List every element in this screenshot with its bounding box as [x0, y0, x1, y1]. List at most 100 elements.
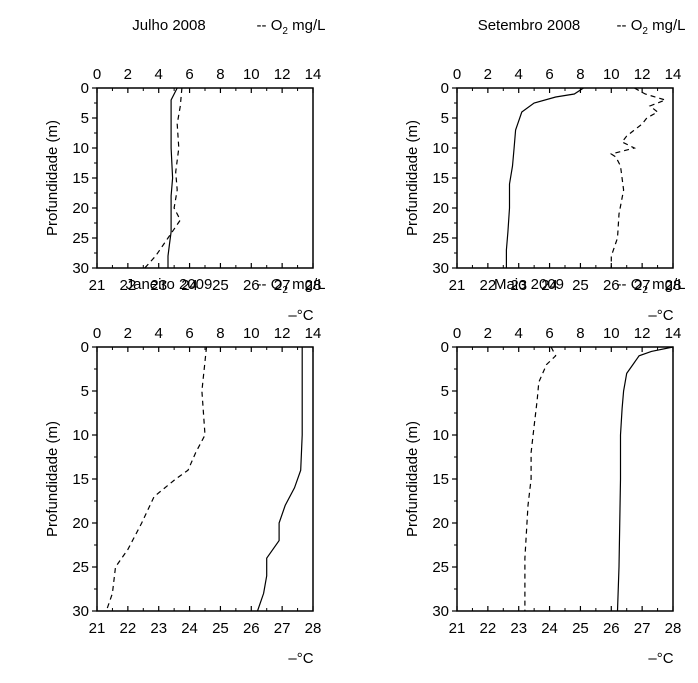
y-axis-tick-label: 15 [72, 471, 89, 488]
plot-frame [456, 346, 674, 612]
temperature-legend: –°C [288, 650, 313, 667]
bottom-axis-tick-label: 25 [572, 620, 589, 637]
top-axis-tick-label: 4 [515, 325, 523, 342]
y-axis-label: Profundidade (m) [404, 421, 421, 537]
top-axis-tick-label: 4 [515, 66, 523, 83]
temperature-profile-line [256, 347, 303, 612]
top-axis-tick-label: 10 [603, 325, 620, 342]
bottom-axis-tick-label: 28 [665, 620, 682, 637]
oxygen-profile-line [524, 346, 557, 611]
o2-legend: -- O2 mg/L [257, 276, 326, 296]
bottom-axis-tick-label: 25 [212, 277, 229, 294]
y-axis-tick-label: 10 [432, 427, 449, 444]
bottom-axis-tick-label: 22 [480, 620, 497, 637]
top-axis-tick-label: 10 [603, 66, 620, 83]
top-axis-tick-label: 8 [216, 66, 224, 83]
bottom-axis-tick-label: 22 [120, 620, 137, 637]
y-axis-tick-label: 15 [432, 471, 449, 488]
bottom-axis-tick-label: 26 [603, 620, 620, 637]
bottom-axis-tick-label: 23 [150, 277, 167, 294]
y-axis-tick-label: 20 [432, 200, 449, 217]
plot-frame [96, 87, 314, 269]
top-axis-tick-label: 0 [453, 325, 461, 342]
bottom-axis-tick-label: 28 [305, 277, 322, 294]
y-axis-tick-label: 15 [72, 170, 89, 187]
y-axis-tick-label: 5 [441, 110, 449, 127]
temperature-legend: –°C [648, 650, 673, 667]
top-axis-tick-label: 0 [93, 325, 101, 342]
y-axis-tick-label: 20 [432, 515, 449, 532]
y-axis-label: Profundidade (m) [44, 421, 61, 537]
top-axis-tick-label: 6 [185, 325, 193, 342]
y-axis-tick-label: 25 [432, 230, 449, 247]
y-axis-tick-label: 25 [432, 559, 449, 576]
bottom-axis-tick-label: 24 [181, 277, 198, 294]
top-axis-tick-label: 8 [216, 325, 224, 342]
o2-legend: -- O2 mg/L [257, 17, 326, 37]
temperature-profile-line [616, 346, 674, 612]
y-axis-tick-label: 30 [432, 260, 449, 277]
bottom-axis-tick-label: 26 [243, 620, 260, 637]
y-axis-tick-label: 30 [72, 603, 89, 620]
bottom-axis-tick-label: 22 [120, 277, 137, 294]
y-axis-tick-label: 5 [441, 383, 449, 400]
bottom-axis-tick-label: 21 [449, 277, 466, 294]
bottom-axis-tick-label: 27 [274, 620, 291, 637]
y-axis-tick-label: 0 [81, 339, 89, 356]
y-axis-tick-label: 15 [432, 170, 449, 187]
panel-title: Julho 2008 [132, 17, 205, 34]
y-axis-tick-label: 0 [441, 80, 449, 97]
y-axis-tick-label: 5 [81, 110, 89, 127]
top-axis-tick-label: 8 [576, 325, 584, 342]
temperature-legend: –°C [288, 307, 313, 324]
y-axis-tick-label: 0 [81, 80, 89, 97]
top-axis-tick-label: 8 [576, 66, 584, 83]
y-axis-tick-label: 25 [72, 559, 89, 576]
y-axis-tick-label: 10 [432, 140, 449, 157]
top-axis-tick-label: 10 [243, 325, 260, 342]
bottom-axis-tick-label: 27 [274, 277, 291, 294]
panel-title: Setembro 2008 [478, 17, 581, 34]
y-axis-tick-label: 30 [432, 603, 449, 620]
top-axis-tick-label: 6 [545, 66, 553, 83]
y-axis-tick-label: 10 [72, 427, 89, 444]
y-axis-tick-label: 5 [81, 383, 89, 400]
top-axis-tick-label: 2 [484, 66, 492, 83]
top-axis-tick-label: 6 [185, 66, 193, 83]
y-axis-tick-label: 10 [72, 140, 89, 157]
bottom-axis-tick-label: 24 [541, 620, 558, 637]
bottom-axis-tick-label: 25 [212, 620, 229, 637]
bottom-axis-tick-label: 28 [665, 277, 682, 294]
top-axis-tick-label: 2 [124, 325, 132, 342]
top-axis-tick-label: 4 [155, 66, 163, 83]
y-axis-label: Profundidade (m) [404, 120, 421, 236]
top-axis-tick-label: 6 [545, 325, 553, 342]
bottom-axis-tick-label: 24 [181, 620, 198, 637]
o2-legend: -- O2 mg/L [617, 276, 686, 296]
temperature-profile-line [167, 87, 178, 268]
bottom-axis-tick-label: 27 [634, 620, 651, 637]
bottom-axis-tick-label: 23 [150, 620, 167, 637]
oxygen-profile-line [144, 87, 183, 269]
plot-frame [456, 87, 674, 269]
panel-title: Janeiro 2009 [126, 276, 213, 293]
top-axis-tick-label: 14 [305, 325, 322, 342]
top-axis-tick-label: 0 [93, 66, 101, 83]
bottom-axis-tick-label: 21 [89, 277, 106, 294]
bottom-axis-tick-label: 28 [305, 620, 322, 637]
top-axis-tick-label: 14 [665, 325, 682, 342]
y-axis-tick-label: 20 [72, 515, 89, 532]
top-axis-tick-label: 12 [634, 325, 651, 342]
top-axis-tick-label: 2 [124, 66, 132, 83]
top-axis-tick-label: 4 [155, 325, 163, 342]
oxygen-profile-line [609, 87, 668, 268]
y-axis-tick-label: 20 [72, 200, 89, 217]
bottom-axis-tick-label: 22 [480, 277, 497, 294]
top-axis-tick-label: 0 [453, 66, 461, 83]
top-axis-tick-label: 12 [274, 66, 291, 83]
